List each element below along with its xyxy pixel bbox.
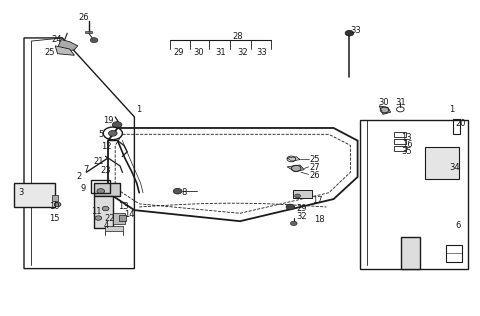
- Text: 1: 1: [136, 105, 141, 113]
- Text: 17: 17: [312, 196, 323, 205]
- Text: 25: 25: [44, 48, 55, 57]
- Text: 33: 33: [256, 48, 267, 57]
- Bar: [85, 31, 92, 33]
- Circle shape: [54, 202, 61, 207]
- Circle shape: [102, 206, 109, 211]
- Circle shape: [345, 30, 354, 36]
- Text: 32: 32: [297, 212, 307, 221]
- Text: 6: 6: [455, 222, 460, 230]
- Text: 1: 1: [449, 105, 454, 113]
- Text: 30: 30: [379, 98, 389, 107]
- Text: 24: 24: [51, 35, 62, 44]
- Bar: [91, 180, 110, 193]
- Circle shape: [295, 194, 300, 198]
- Bar: [105, 226, 123, 231]
- Text: 2: 2: [77, 173, 82, 181]
- Circle shape: [95, 216, 102, 220]
- Text: 34: 34: [449, 163, 459, 172]
- Polygon shape: [379, 106, 391, 114]
- Text: 25: 25: [310, 155, 320, 164]
- Text: 22: 22: [105, 214, 115, 222]
- Polygon shape: [58, 40, 78, 51]
- Text: 7: 7: [83, 165, 88, 173]
- Bar: [293, 190, 312, 198]
- Bar: [113, 213, 125, 224]
- Text: 29: 29: [174, 48, 184, 57]
- Circle shape: [112, 122, 122, 128]
- Text: 13: 13: [401, 133, 411, 142]
- Text: 26: 26: [79, 13, 89, 22]
- Text: 33: 33: [350, 26, 360, 34]
- Text: 19: 19: [103, 116, 114, 125]
- Text: 5: 5: [98, 130, 104, 139]
- Text: 16: 16: [402, 140, 412, 149]
- Bar: [94, 196, 113, 228]
- Text: 35: 35: [402, 147, 412, 156]
- Text: 26: 26: [310, 171, 320, 180]
- Polygon shape: [401, 237, 420, 269]
- Polygon shape: [287, 157, 300, 161]
- Bar: [394, 146, 406, 151]
- Text: 3: 3: [18, 188, 24, 197]
- Bar: [453, 119, 460, 134]
- Polygon shape: [55, 46, 74, 55]
- Text: 8: 8: [181, 188, 187, 197]
- Text: 10: 10: [49, 203, 60, 211]
- Bar: [14, 183, 55, 207]
- Circle shape: [173, 188, 182, 194]
- Text: 23: 23: [101, 166, 111, 174]
- Polygon shape: [287, 165, 304, 172]
- Text: 9: 9: [81, 184, 86, 192]
- Bar: [425, 147, 459, 179]
- Text: 28: 28: [232, 32, 243, 41]
- Text: 18: 18: [314, 215, 325, 224]
- Bar: [446, 245, 462, 262]
- Text: 12: 12: [101, 143, 111, 151]
- Circle shape: [97, 189, 105, 194]
- Text: 21: 21: [94, 157, 104, 166]
- Text: 13: 13: [118, 203, 128, 211]
- Text: 31: 31: [216, 48, 226, 57]
- Bar: [119, 215, 126, 221]
- Circle shape: [290, 221, 297, 226]
- Text: 32: 32: [237, 48, 248, 57]
- Circle shape: [286, 204, 295, 210]
- Text: 15: 15: [49, 214, 60, 222]
- Text: 4: 4: [103, 222, 108, 230]
- Bar: [394, 132, 406, 137]
- Text: 31: 31: [396, 98, 406, 107]
- Bar: [52, 195, 58, 201]
- Bar: [394, 139, 406, 144]
- Text: 11: 11: [91, 207, 102, 216]
- Text: 27: 27: [310, 163, 320, 172]
- Circle shape: [90, 38, 98, 43]
- Bar: [94, 183, 120, 196]
- Circle shape: [108, 131, 117, 136]
- Text: 30: 30: [193, 48, 204, 57]
- Text: 20: 20: [455, 119, 466, 128]
- Text: 14: 14: [124, 210, 134, 219]
- Text: 29: 29: [297, 204, 307, 213]
